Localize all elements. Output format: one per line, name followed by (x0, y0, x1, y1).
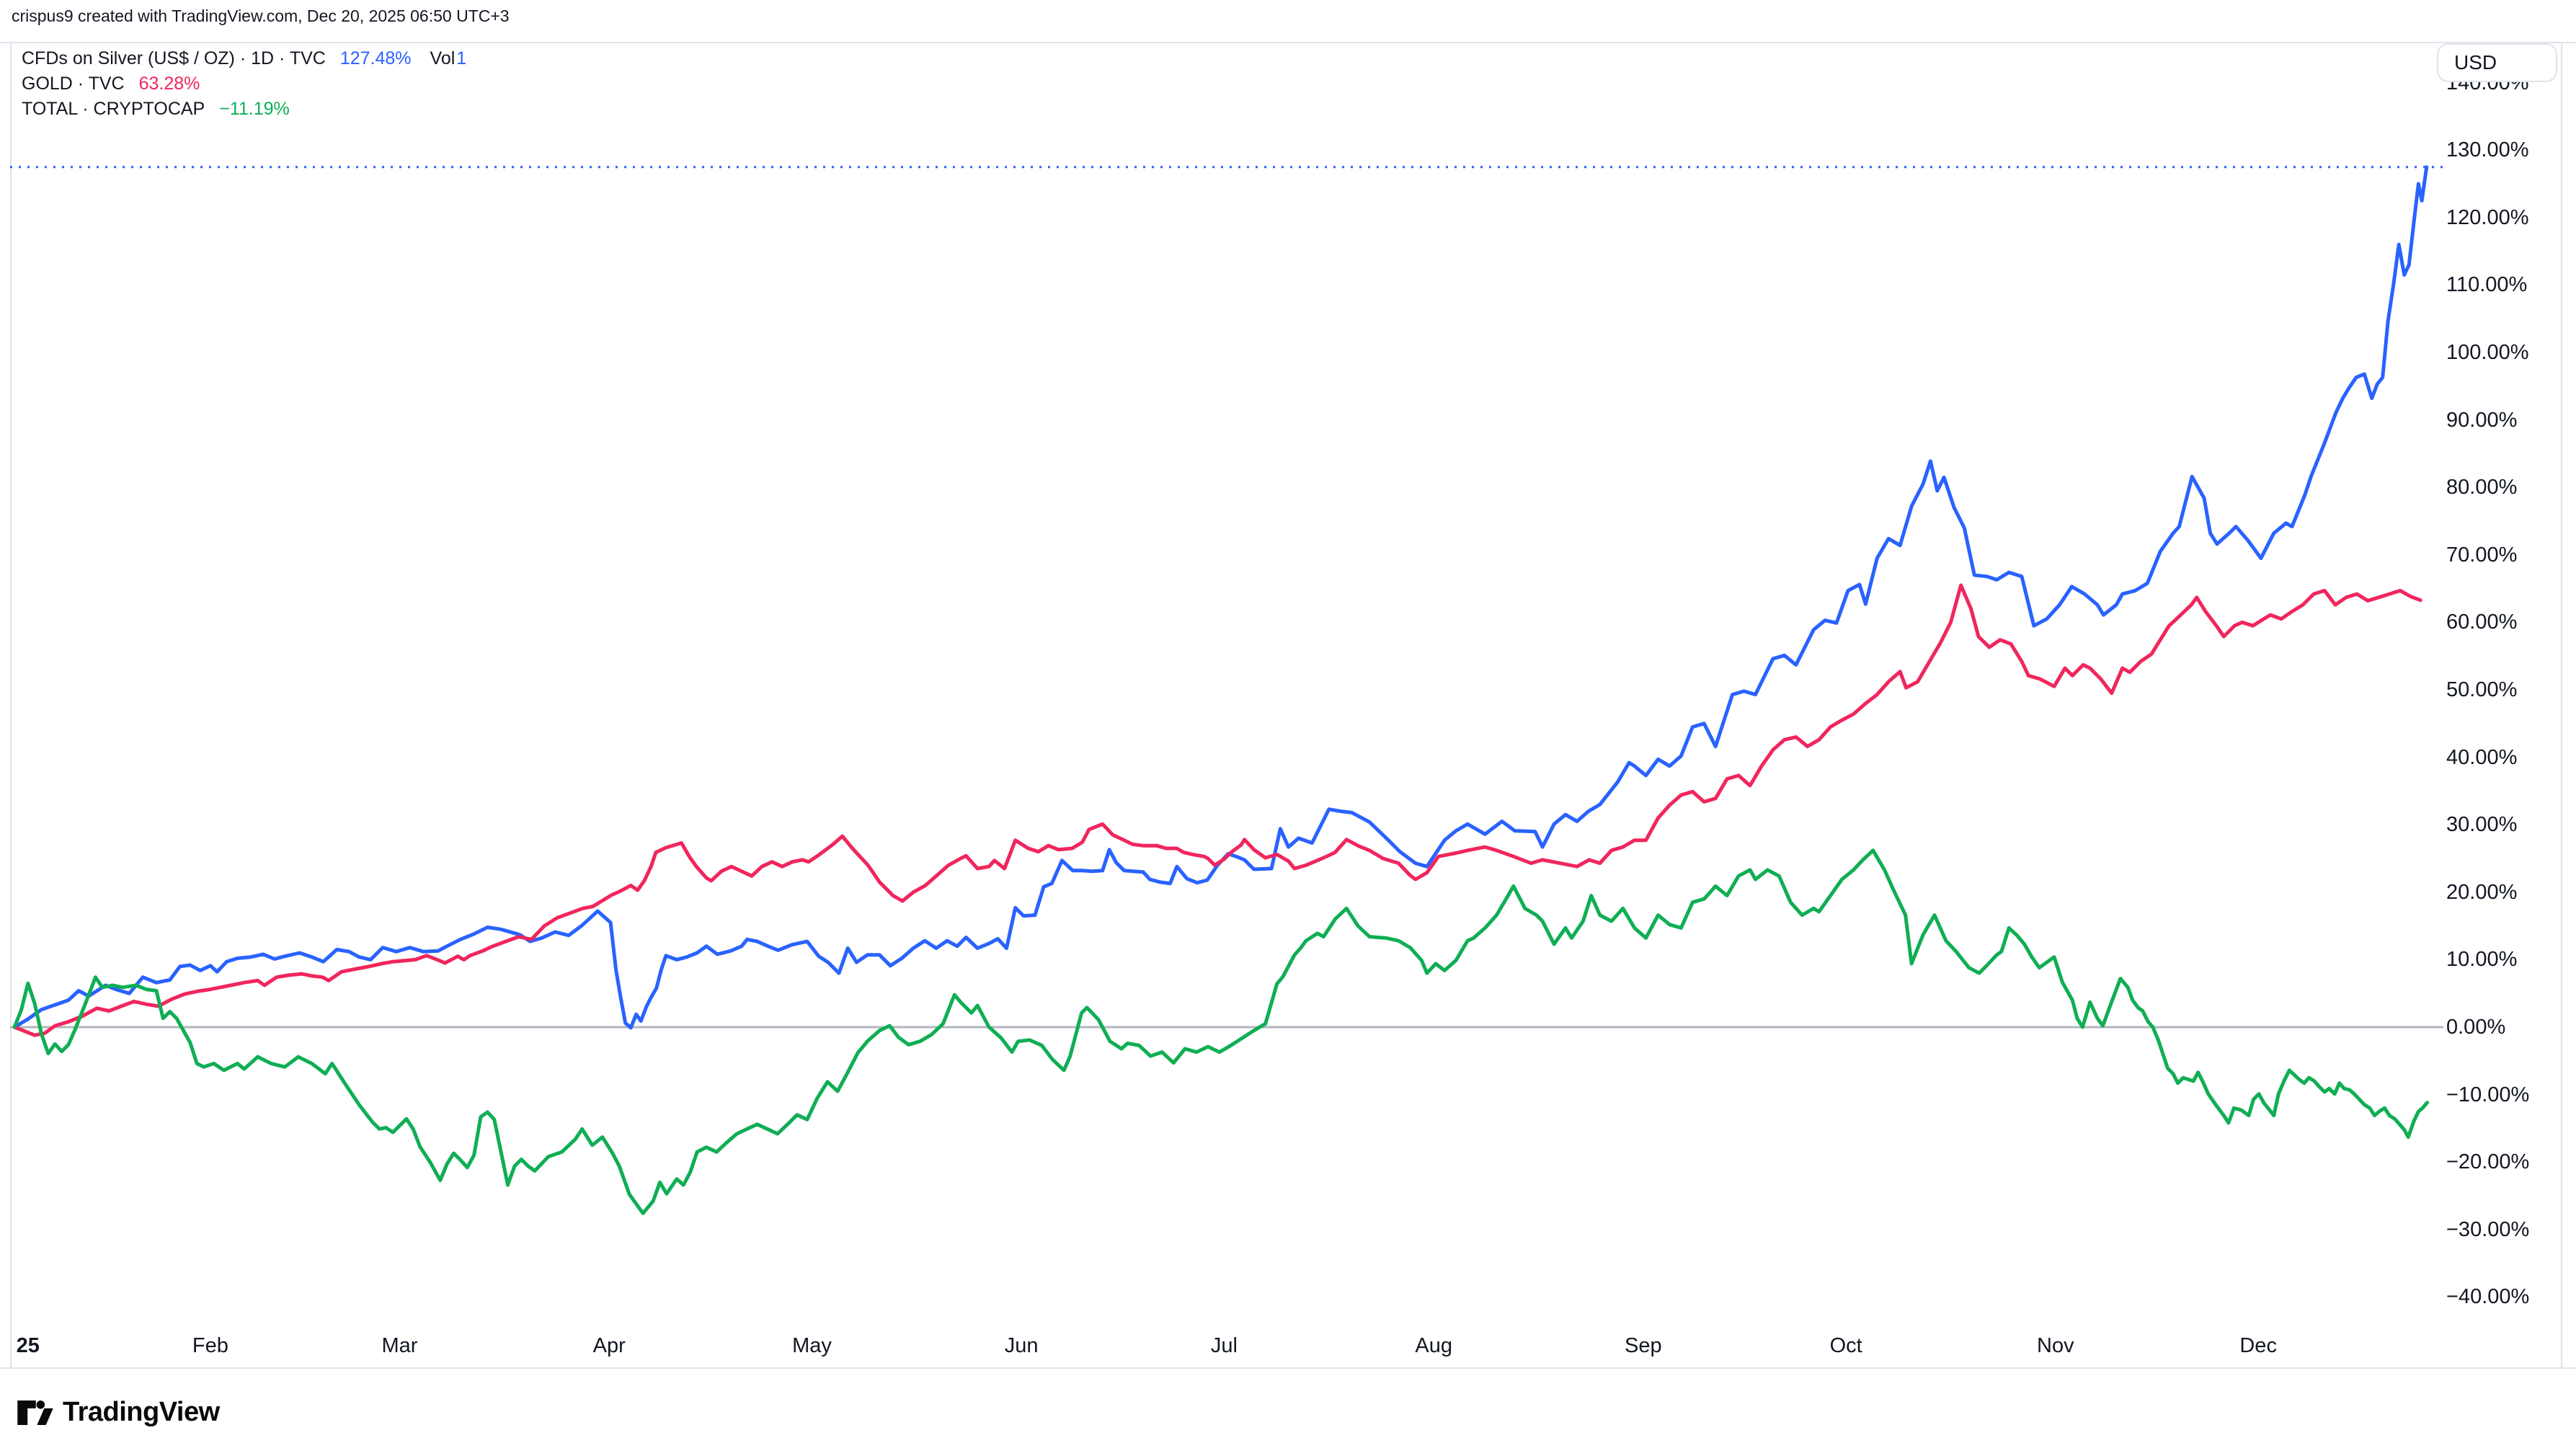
y-axis-label: 120.00% (2446, 205, 2529, 229)
x-axis-label: Mar (381, 1334, 418, 1357)
tradingview-logo-icon (17, 1400, 53, 1425)
x-axis-label: Oct (1829, 1334, 1862, 1357)
usd-button[interactable]: USD (2437, 43, 2557, 82)
x-axis-label: Dec (2239, 1334, 2277, 1357)
y-axis-label: −10.00% (2446, 1083, 2530, 1106)
legend-title-gold: GOLD · TVC (22, 74, 125, 94)
pane-border-left (10, 43, 12, 1368)
legend-row-gold[interactable]: GOLD · TVC 63.28% (22, 71, 466, 97)
header-credit: crispus9 created with TradingView.com, D… (12, 6, 510, 25)
silver-series-line[interactable] (12, 165, 2429, 1030)
legend-title-silver: CFDs on Silver (US$ / OZ) · 1D · TVC (22, 48, 326, 68)
legend: CFDs on Silver (US$ / OZ) · 1D · TVC 127.… (22, 46, 466, 122)
legend-value-cryptocap: −11.19% (219, 99, 290, 119)
y-axis-label: 10.00% (2446, 948, 2518, 972)
x-axis-label: Aug (1415, 1334, 1452, 1357)
x-axis-label: Nov (2037, 1334, 2074, 1357)
y-axis-label: 20.00% (2446, 880, 2518, 904)
y-axis-label: 130.00% (2446, 138, 2529, 162)
tradingview-logo-text: TradingView (63, 1397, 220, 1427)
gold-series-line[interactable] (12, 583, 2422, 1037)
tradingview-logo[interactable]: TradingView (17, 1397, 220, 1428)
legend-value-silver: 127.48% (339, 48, 412, 68)
y-axis-label: 70.00% (2446, 543, 2518, 567)
legend-row-silver[interactable]: CFDs on Silver (US$ / OZ) · 1D · TVC 127.… (22, 46, 466, 71)
pane-border-top (0, 42, 2576, 43)
y-axis-label: 90.00% (2446, 408, 2518, 432)
y-axis-label: 110.00% (2446, 273, 2528, 297)
x-axis-label: Feb (192, 1334, 228, 1357)
price-scale-border (2561, 43, 2562, 1368)
x-axis-label: Jul (1210, 1334, 1238, 1357)
legend-title-cryptocap: TOTAL · CRYPTOCAP (22, 99, 205, 119)
y-axis-label: 100.00% (2446, 341, 2529, 364)
y-axis-label: 30.00% (2446, 813, 2518, 837)
y-axis-label: −30.00% (2446, 1217, 2530, 1241)
legend-row-cryptocap[interactable]: TOTAL · CRYPTOCAP −11.19% (22, 97, 466, 122)
legend-vol-value: 1 (456, 48, 467, 68)
x-axis-label: May (792, 1334, 832, 1357)
x-axis-label: Apr (592, 1334, 626, 1357)
y-axis-label: 50.00% (2446, 678, 2518, 701)
y-axis-label: −40.00% (2446, 1285, 2530, 1309)
pane-border-bottom (0, 1367, 2576, 1369)
x-axis-label: Jun (1004, 1334, 1039, 1357)
y-axis-label: 60.00% (2446, 611, 2518, 634)
y-axis-label: 40.00% (2446, 745, 2518, 769)
x-axis-label: Sep (1625, 1334, 1662, 1357)
y-axis-label: −20.00% (2446, 1150, 2530, 1174)
y-axis-label: 0.00% (2446, 1016, 2506, 1039)
y-axis-label: 80.00% (2446, 476, 2518, 500)
legend-value-gold: 63.28% (138, 74, 200, 94)
legend-vol-label: Vol (430, 48, 456, 68)
x-axis-label: 25 (16, 1334, 40, 1357)
crypto-series-line[interactable] (12, 848, 2430, 1215)
